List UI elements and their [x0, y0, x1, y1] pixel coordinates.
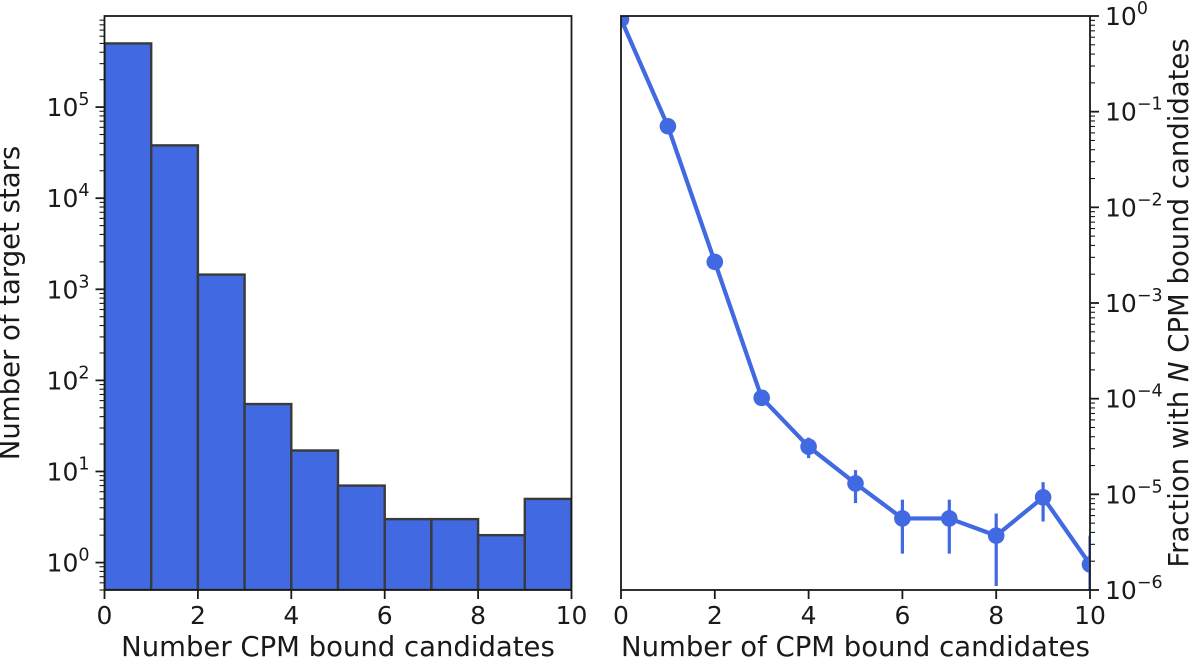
data-point-marker [1081, 556, 1090, 573]
histogram-bar [476, 533, 527, 590]
data-point-marker [847, 475, 864, 492]
data-point-marker [987, 527, 1005, 544]
histogram-bar [336, 484, 386, 590]
x-tick-label: 4 [283, 601, 299, 630]
x-tick-label: 10 [556, 601, 588, 630]
fraction-panel [621, 16, 1090, 590]
right-x-axis-label: Number of CPM bound candidates [621, 631, 1090, 663]
histogram-bar [149, 144, 200, 590]
left-x-axis-label: Number CPM bound candidates [121, 631, 555, 663]
data-point-marker [753, 389, 770, 407]
histogram-panel [104, 42, 572, 590]
y-tick-label: 103 [47, 272, 90, 304]
x-tick-label: 6 [377, 601, 393, 630]
histogram-bar [196, 273, 246, 590]
left-y-axis-label: Number of target stars [0, 146, 26, 460]
x-tick-label: 10 [1074, 601, 1106, 630]
histogram-bar [523, 497, 572, 590]
histogram-bar [383, 517, 433, 590]
x-tick-label: 4 [801, 601, 817, 630]
x-tick-label: 2 [190, 601, 206, 630]
y-tick-label: 101 [47, 454, 90, 486]
data-point-marker [894, 510, 911, 527]
x-tick-label: 2 [707, 601, 723, 630]
histogram-bar [430, 517, 480, 590]
data-point-marker [659, 117, 677, 135]
right-y-axis-label: Fraction with N CPM bound candidates [1163, 38, 1195, 567]
histogram-bar [104, 42, 153, 590]
data-point-marker [706, 253, 724, 271]
histogram-bar [243, 402, 293, 590]
data-point-marker [621, 16, 630, 28]
y-tick-label: 10−5 [1105, 477, 1163, 509]
x-tick-label: 8 [988, 601, 1004, 630]
y-tick-label: 10−2 [1105, 190, 1163, 222]
x-tick-label: 0 [97, 601, 113, 630]
x-tick-label: 6 [894, 601, 910, 630]
data-point-marker [1034, 489, 1052, 506]
x-tick-label: 8 [470, 601, 486, 630]
histogram-bar [290, 449, 340, 590]
x-tick-label: 0 [613, 601, 629, 630]
data-point-marker [941, 510, 958, 527]
data-point-marker [800, 438, 817, 455]
